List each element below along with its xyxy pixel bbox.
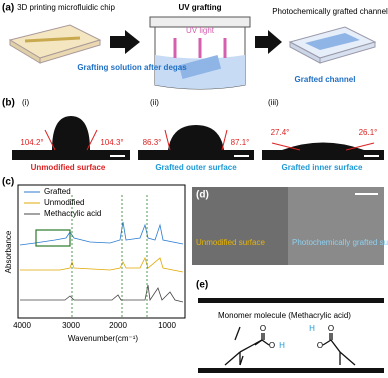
legend-label: Unmodified [44,198,84,207]
uv-label: UV light [186,26,215,35]
sub-label: (ii) [150,98,159,107]
y-label: Absorbance [4,230,13,273]
channel-label: Grafted channel [295,75,356,84]
atom: O [260,324,266,333]
chip [8,24,102,64]
wall [198,368,384,373]
caption: Photochemically grafted channel [272,7,388,16]
sem-image [288,187,384,265]
wall [198,298,384,303]
atom: O [317,341,323,350]
panel-label: (a) [2,3,14,14]
panel-label: (b) [2,98,15,109]
angle: 87.1° [231,138,250,147]
angle: 26.1° [359,128,378,137]
atom: H [279,341,285,350]
plot-frame [17,184,186,319]
panel-label: (c) [2,177,14,188]
sub-label: (iii) [268,98,279,107]
grafted-chip [288,26,377,64]
beaker [149,16,251,90]
x-tick-label: 1000 [158,321,176,330]
caption: Grafted outer surface [155,163,237,172]
legend-label: Methacrylic acid [44,209,101,218]
legend-label: Grafted [44,187,71,196]
x-tick-label: 4000 [13,321,31,330]
caption: Grafted inner surface [282,163,363,172]
panel-label: (d) [196,190,209,201]
angle: 86.3° [143,138,162,147]
caption: Unmodified surface [196,238,265,247]
molecules [224,326,356,366]
caption: Photochemically grafted surface [292,238,388,247]
arrow [110,30,140,54]
legend [24,191,40,215]
angle: 104.3° [100,138,123,147]
sub-label: (i) [22,98,29,107]
x-tick-label: 3000 [62,321,80,330]
contact-images [12,112,384,160]
caption: 3D printing microfluidic chip [17,3,115,12]
x-tick-label: 2000 [109,321,127,330]
atom: O [328,324,334,333]
panel-label: (e) [196,280,208,291]
solution-label: Grafting solution after degas [77,63,187,72]
caption: UV grafting [178,3,221,12]
molecule-label: Monomer molecule (Methacrylic acid) [218,311,351,320]
spectra [19,195,184,318]
caption: Unmodified surface [31,163,106,172]
arrow [255,30,282,54]
atom: H [309,324,315,333]
angle: 104.2° [20,138,43,147]
atom: O [269,341,275,350]
angle: 27.4° [271,128,290,137]
x-label: Wavenumber(cm⁻¹) [68,334,138,343]
